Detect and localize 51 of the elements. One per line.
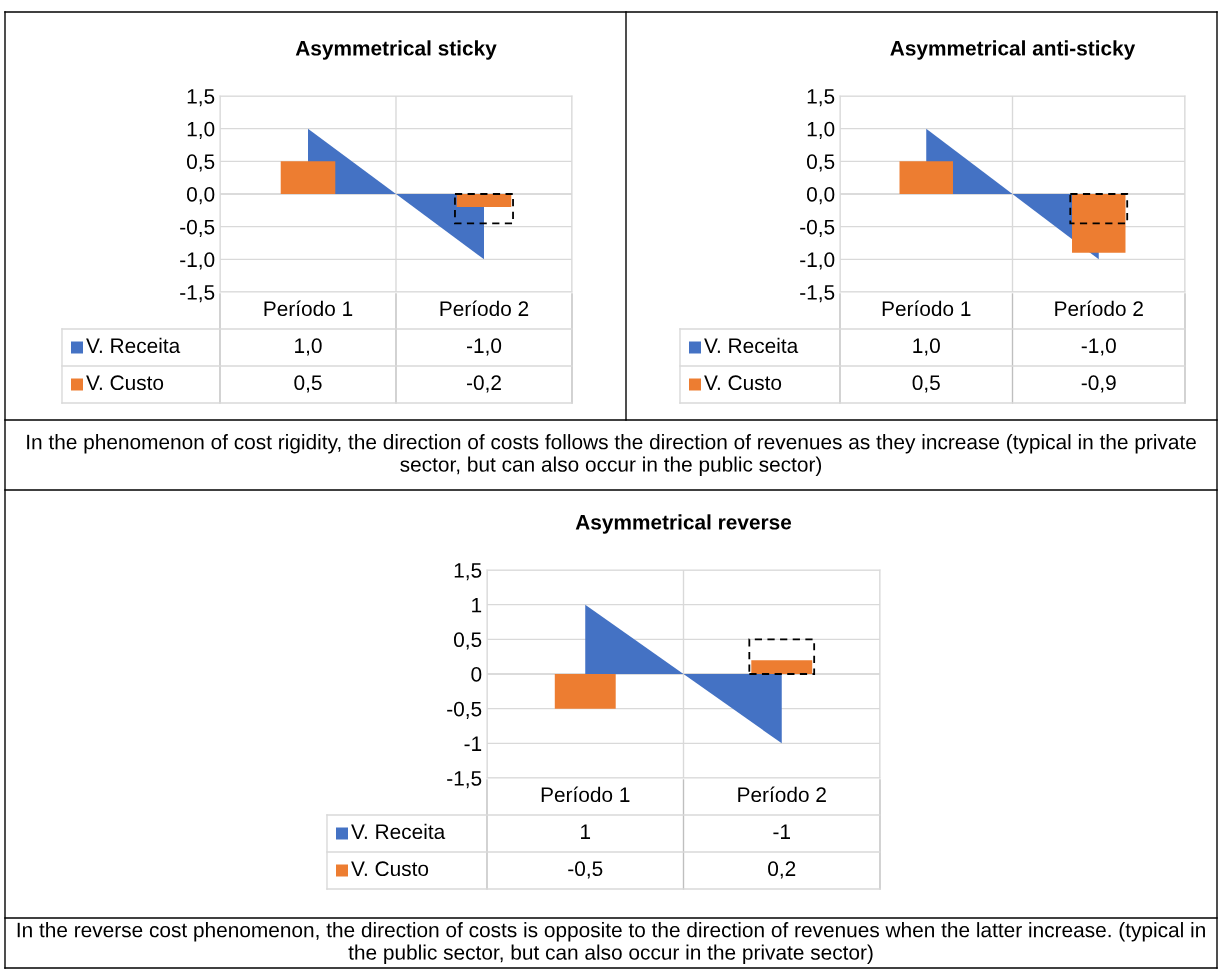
legend-label: V. Custo: [351, 861, 429, 877]
y-tick-label: -1,5: [180, 285, 215, 303]
data-label: 1,0: [295, 338, 322, 356]
y-tick-label: 0: [471, 667, 482, 682]
legend-label: V. Receita: [351, 823, 446, 840]
bar: [554, 674, 616, 709]
legend-label: V. Receita: [86, 337, 181, 354]
chart-title: Asymmetrical anti-sticky: [890, 40, 1136, 60]
data-label: -1: [773, 824, 790, 839]
y-tick-label: 1,0: [807, 121, 835, 139]
y-tick-label: -1,0: [800, 252, 835, 270]
chart-title: Asymmetrical reverse: [575, 514, 792, 534]
x-tick-label: Período 2: [738, 786, 826, 803]
y-tick-label: 1,5: [187, 89, 215, 107]
y-tick-label: -1,5: [447, 771, 482, 789]
y-tick-label: 0,5: [806, 154, 835, 172]
data-label: 0,5: [294, 375, 322, 393]
y-tick-label: 0,5: [453, 632, 482, 650]
chart-title: Asymmetrical sticky: [295, 40, 497, 60]
data-label: -0,9: [1081, 375, 1116, 393]
data-label: 0,2: [768, 861, 796, 879]
y-tick-label: 0,0: [806, 187, 835, 205]
data-label: 1: [581, 824, 591, 839]
y-tick-label: 0,5: [186, 154, 215, 172]
y-tick-label: 1: [472, 597, 482, 613]
x-tick-label: Período 1: [882, 300, 971, 317]
y-tick-label: -0,5: [447, 701, 482, 719]
legend-label: V. Custo: [704, 375, 782, 391]
data-label: 0,5: [912, 375, 940, 393]
y-tick-label: 1,0: [187, 121, 215, 139]
text: In the phenomenon of cost rigidity, the direction of costs follows the direction of revenues as they increase (typical in the private sector, but can also occur in the public sector): [27, 434, 1196, 476]
y-tick-label: -1,5: [800, 285, 835, 303]
y-tick-label: 1,5: [454, 563, 482, 581]
y-tick-label: -1,0: [180, 252, 215, 270]
y-tick-label: -0,5: [800, 219, 835, 237]
y-tick-label: 1,5: [807, 89, 835, 107]
x-tick-label: Período 2: [1055, 300, 1143, 317]
y-tick-label: 0,0: [186, 187, 215, 205]
data-label: -0,5: [568, 861, 603, 879]
data-label: -0,2: [466, 375, 501, 393]
data-label: 1,0: [913, 338, 940, 356]
x-tick-label: Período 1: [541, 786, 630, 803]
legend-label: V. Receita: [704, 337, 799, 354]
text: In the reverse cost phenomenon, the direction of costs is opposite to the direction of revenues when the latter increase. (typical in the public sector, but can also occur in the private sector): [17, 922, 1205, 964]
x-tick-label: Período 2: [440, 300, 529, 317]
data-label: -1,0: [1081, 338, 1116, 356]
legend-label: V. Custo: [86, 375, 164, 391]
y-tick-label: -1: [464, 736, 482, 751]
y-tick-label: -0,5: [180, 219, 215, 237]
x-tick-label: Período 1: [264, 300, 353, 317]
bar: [751, 660, 813, 674]
